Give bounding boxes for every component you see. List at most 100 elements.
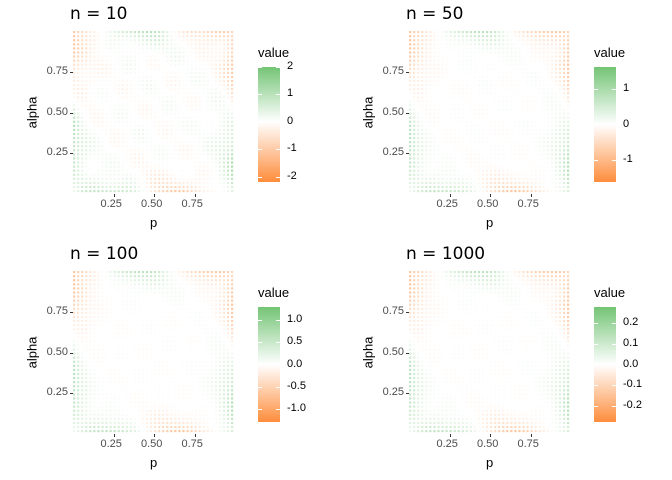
heatmap-cell: [542, 63, 545, 66]
heatmap-cell: [485, 165, 489, 168]
heatmap-cell: [154, 413, 157, 416]
heatmap-cell: [113, 323, 116, 327]
heatmap-cell: [113, 393, 116, 396]
heatmap-cell: [170, 31, 173, 34]
heatmap-cell: [417, 104, 420, 107]
heatmap-cell: [226, 291, 230, 294]
heatmap-cell: [133, 75, 136, 79]
heatmap-cell: [214, 393, 217, 396]
heatmap-cell: [230, 303, 234, 306]
heatmap-cell: [158, 279, 161, 282]
heatmap-cell: [437, 92, 440, 95]
heatmap-cell: [174, 165, 177, 168]
heatmap-cell: [477, 161, 481, 164]
heatmap-cell: [170, 328, 173, 331]
heatmap-cell: [542, 96, 545, 99]
heatmap-cell: [437, 136, 440, 140]
heatmap-cell: [206, 323, 209, 327]
heatmap-cell: [461, 157, 464, 160]
heatmap-cell: [81, 161, 84, 164]
heatmap-cell: [133, 136, 136, 140]
heatmap-cell: [178, 149, 181, 152]
heatmap-cell: [85, 136, 88, 140]
heatmap-cell: [89, 79, 92, 83]
heatmap-cell: [121, 311, 124, 314]
heatmap-cell: [121, 381, 124, 384]
heatmap-cell: [222, 39, 226, 42]
heatmap-cell: [514, 128, 517, 132]
heatmap-cell: [210, 145, 213, 148]
heatmap-cell: [481, 145, 485, 148]
heatmap-cell: [469, 71, 472, 74]
heatmap-cell: [109, 425, 112, 429]
legend-tick-mark: [258, 94, 262, 96]
heatmap-cell: [206, 385, 209, 388]
heatmap-cell: [174, 108, 177, 111]
heatmap-cell: [73, 63, 76, 66]
heatmap-cell: [77, 35, 80, 38]
heatmap-cell: [437, 145, 440, 148]
heatmap-cell: [481, 79, 485, 83]
heatmap-cell: [182, 92, 185, 95]
heatmap-cell: [105, 67, 108, 70]
heatmap-cell: [206, 279, 209, 282]
heatmap-cell: [425, 169, 428, 172]
heatmap-cell: [429, 112, 432, 115]
heatmap-cell: [154, 96, 157, 99]
heatmap-cell: [534, 92, 537, 95]
heatmap-cell: [498, 43, 501, 46]
heatmap-cell: [77, 421, 80, 425]
heatmap-cell: [218, 413, 222, 416]
heatmap-cell: [457, 104, 460, 107]
heatmap-cell: [210, 67, 213, 70]
heatmap-cell: [186, 83, 189, 87]
heatmap-cell: [186, 141, 189, 144]
heatmap-cell: [145, 35, 149, 38]
heatmap-cell: [230, 96, 234, 99]
heatmap-cell: [154, 299, 157, 302]
heatmap-cell: [194, 100, 197, 103]
heatmap-cell: [93, 161, 96, 164]
heatmap-cell: [97, 88, 100, 91]
heatmap-cell: [558, 35, 562, 38]
heatmap-cell: [186, 389, 189, 392]
heatmap-cell: [469, 161, 472, 164]
heatmap-cell: [154, 275, 157, 278]
heatmap-cell: [178, 116, 181, 119]
heatmap-cell: [218, 299, 222, 302]
heatmap-cell: [154, 417, 157, 420]
heatmap-cell: [194, 409, 197, 412]
heatmap-cell: [190, 63, 193, 66]
heatmap-cell: [550, 116, 553, 119]
heatmap-cell: [481, 128, 485, 132]
heatmap-cell: [81, 413, 84, 416]
heatmap-cell: [174, 295, 177, 298]
heatmap-cell: [222, 364, 226, 367]
heatmap-cell: [494, 100, 497, 103]
heatmap-cell: [453, 55, 456, 58]
heatmap-cell: [441, 59, 444, 62]
heatmap-cell: [526, 116, 529, 119]
heatmap-cell: [182, 332, 185, 335]
heatmap-cell: [93, 43, 96, 46]
heatmap-cell: [166, 279, 169, 282]
heatmap-cell: [510, 112, 513, 115]
heatmap-cell: [498, 120, 501, 123]
heatmap-cell: [141, 181, 145, 185]
heatmap-cell: [202, 185, 205, 189]
heatmap-cell: [198, 71, 201, 74]
heatmap-cell: [473, 149, 477, 152]
heatmap-cell: [481, 47, 485, 50]
heatmap-cell: [190, 132, 193, 136]
heatmap-cell: [473, 120, 477, 123]
heatmap-cell: [129, 132, 132, 136]
heatmap-cell: [214, 71, 217, 74]
heatmap-cell: [133, 79, 136, 83]
heatmap-cell: [206, 413, 209, 416]
heatmap-cell: [101, 385, 104, 388]
heatmap-cell: [449, 145, 452, 148]
heatmap-cell: [558, 169, 562, 172]
heatmap-cell: [154, 43, 157, 46]
heatmap-cell: [413, 63, 416, 66]
heatmap-cell: [101, 35, 104, 38]
